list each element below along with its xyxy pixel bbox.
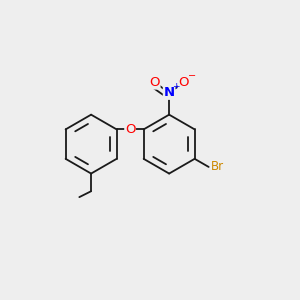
Text: Br: Br — [211, 160, 224, 173]
Text: O: O — [149, 76, 160, 89]
Text: +: + — [172, 82, 179, 91]
Text: O: O — [125, 123, 135, 136]
Text: O: O — [178, 76, 189, 89]
Text: N: N — [164, 86, 175, 99]
Text: −: − — [188, 71, 196, 81]
